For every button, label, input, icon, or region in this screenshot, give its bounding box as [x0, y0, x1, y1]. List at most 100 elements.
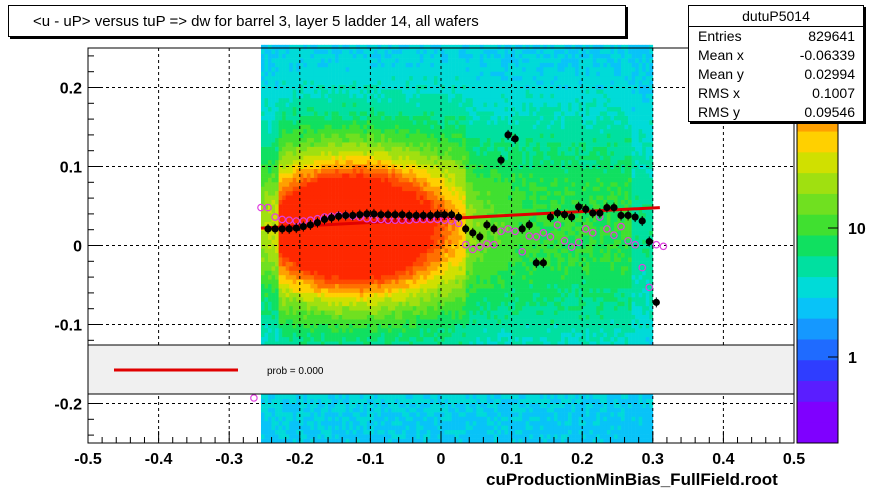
heatmap-cell — [292, 208, 297, 214]
heatmap-cell — [299, 407, 304, 413]
heatmap-cell — [402, 120, 406, 125]
heatmap-cell — [395, 221, 399, 227]
heatmap-cell — [292, 155, 297, 161]
heatmap-cell — [345, 199, 350, 205]
heatmap-cell — [338, 53, 343, 59]
heatmap-cell — [412, 301, 417, 307]
heatmap-cell — [384, 305, 389, 311]
heatmap-cell — [320, 230, 325, 236]
heatmap-cell — [451, 323, 456, 329]
heatmap-cell — [419, 235, 424, 240]
heatmap-cell — [356, 124, 361, 130]
heatmap-cell — [299, 398, 304, 404]
heatmap-cell — [426, 252, 431, 258]
heatmap-cell — [313, 266, 318, 271]
heatmap-cell — [416, 394, 421, 400]
heatmap-cell — [412, 235, 417, 240]
heatmap-cell — [416, 248, 421, 254]
heatmap-cell — [426, 323, 431, 329]
heatmap-cell — [412, 111, 417, 116]
heatmap-cell — [331, 62, 336, 68]
heatmap-cell — [366, 120, 371, 125]
heatmap-cell — [313, 407, 318, 413]
heatmap-cell — [313, 248, 318, 254]
heatmap-cell — [271, 394, 276, 400]
heatmap-cell — [349, 261, 354, 267]
heatmap-cell — [289, 301, 294, 307]
heatmap-cell — [451, 341, 456, 346]
heatmap-cell — [405, 239, 410, 245]
heatmap-cell — [292, 120, 297, 125]
heatmap-cell — [342, 84, 346, 90]
heatmap-cell — [391, 292, 396, 298]
heatmap-cell — [275, 128, 279, 134]
heatmap-cell — [345, 93, 350, 99]
heatmap-cell — [395, 226, 399, 231]
heatmap-cell — [331, 115, 336, 121]
heatmap-cell — [324, 181, 329, 187]
heatmap-cell — [402, 115, 406, 121]
heatmap-cell — [335, 204, 339, 209]
heatmap-cell — [395, 429, 399, 435]
heatmap-cell — [444, 190, 449, 196]
heatmap-cell — [409, 407, 414, 413]
heatmap-cell — [430, 248, 435, 254]
heatmap-cell — [306, 327, 311, 333]
heatmap-cell — [359, 49, 364, 54]
heatmap-cell — [356, 332, 361, 338]
heatmap-cell — [409, 97, 414, 103]
heatmap-cell — [359, 429, 364, 435]
heatmap-cell — [345, 128, 350, 134]
heatmap-cell — [317, 44, 322, 50]
heatmap-cell — [338, 412, 343, 417]
heatmap-cell — [441, 323, 445, 329]
heatmap-cell — [278, 186, 283, 192]
heatmap-cell — [377, 173, 382, 178]
heatmap-cell — [310, 252, 315, 258]
heatmap-cell — [370, 279, 375, 285]
heatmap-cell — [289, 319, 294, 324]
heatmap-cell — [388, 288, 392, 293]
heatmap-cell — [359, 204, 364, 209]
heatmap-cell — [444, 106, 449, 112]
heatmap-cell — [303, 429, 308, 435]
heatmap-cell — [335, 394, 339, 400]
heatmap-cell — [310, 97, 315, 103]
heatmap-cell — [363, 146, 368, 152]
heatmap-cell — [433, 407, 438, 413]
heatmap-cell — [264, 137, 269, 143]
heatmap-cell — [349, 44, 354, 50]
heatmap-cell — [271, 297, 276, 302]
heatmap-cell — [426, 305, 431, 311]
heatmap-cell — [433, 438, 438, 444]
heatmap-cell — [398, 58, 403, 63]
heatmap-cell — [363, 89, 368, 94]
heatmap-cell — [391, 71, 396, 77]
heatmap-cell — [310, 301, 315, 307]
heatmap-cell — [391, 124, 396, 130]
heatmap-cell — [345, 438, 350, 444]
heatmap-cell — [444, 341, 449, 346]
heatmap-cell — [271, 195, 276, 200]
heatmap-cell — [437, 151, 442, 156]
heatmap-cell — [271, 142, 276, 147]
heatmap-cell — [278, 336, 283, 342]
heatmap-cell — [342, 226, 346, 231]
heatmap-cell — [282, 239, 286, 245]
heatmap-cell — [356, 186, 361, 192]
heatmap-cell — [306, 394, 311, 400]
heatmap-cell — [391, 62, 396, 68]
heatmap-cell — [370, 190, 375, 196]
heatmap-cell — [320, 243, 325, 249]
heatmap-cell — [409, 75, 414, 81]
heatmap-cell — [282, 181, 286, 187]
heatmap-cell — [299, 274, 304, 280]
heatmap-cell — [338, 71, 343, 77]
heatmap-cell — [271, 235, 276, 240]
heatmap-cell — [423, 226, 428, 231]
heatmap-cell — [409, 270, 414, 276]
heatmap-cell — [296, 270, 301, 276]
heatmap-cell — [349, 319, 354, 324]
heatmap-cell — [444, 111, 449, 116]
heatmap-cell — [328, 403, 332, 408]
